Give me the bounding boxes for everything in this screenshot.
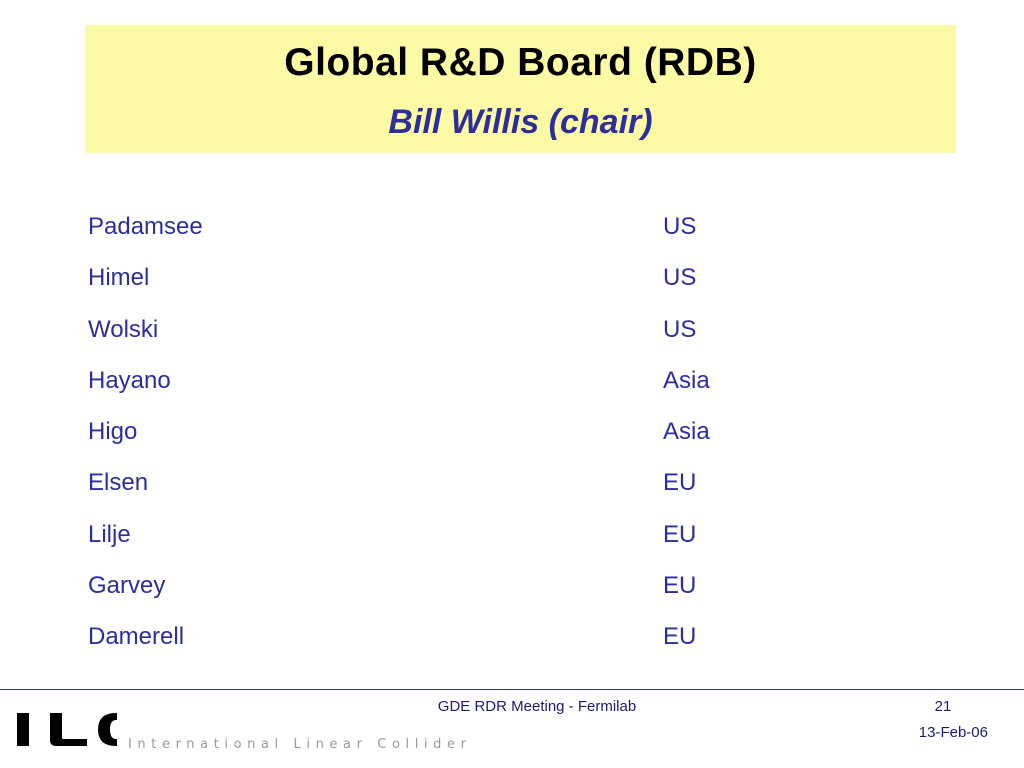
tagline-word: Linear <box>293 737 368 752</box>
member-row: Hayano Asia <box>88 359 888 410</box>
member-region: EU <box>663 469 697 497</box>
member-row: Padamsee US <box>88 205 888 256</box>
member-name: Wolski <box>88 315 159 343</box>
member-name: Himel <box>88 264 150 292</box>
member-list: Padamsee US Himel US Wolski US Hayano As… <box>88 205 888 667</box>
member-row: Himel US <box>88 256 888 307</box>
member-row: Garvey EU <box>88 564 888 615</box>
ilc-logo-icon <box>17 713 117 746</box>
member-name: Hayano <box>88 366 171 394</box>
member-row: Higo Asia <box>88 410 888 461</box>
member-region: EU <box>663 520 697 548</box>
member-region: US <box>663 315 697 343</box>
member-row: Elsen EU <box>88 461 888 512</box>
member-region: EU <box>663 572 697 600</box>
member-region: Asia <box>663 366 710 394</box>
slide-title: Global R&D Board (RDB) <box>284 41 757 84</box>
member-name: Garvey <box>88 572 166 600</box>
member-region: EU <box>663 623 697 651</box>
member-name: Damerell <box>88 623 185 651</box>
member-name: Padamsee <box>88 213 203 240</box>
member-row: Wolski US <box>88 308 888 359</box>
slide-subtitle: Bill Willis (chair) <box>388 103 653 141</box>
tagline-word: International <box>128 737 284 752</box>
member-region: Asia <box>663 418 710 446</box>
member-row: Lilje EU <box>88 513 888 564</box>
ilc-tagline: International Linear Collider <box>128 738 472 752</box>
member-region: US <box>663 213 697 240</box>
title-banner: Global R&D Board (RDB) Bill Willis (chai… <box>85 25 956 153</box>
footer-date: 13-Feb-06 <box>918 724 988 741</box>
page-number: 21 <box>934 698 952 715</box>
member-region: US <box>663 264 697 292</box>
member-row: Damerell EU <box>88 615 888 666</box>
footer-meeting-text: GDE RDR Meeting - Fermilab <box>437 698 637 715</box>
member-name: Higo <box>88 418 138 446</box>
member-name: Lilje <box>88 520 131 548</box>
member-name: Elsen <box>88 469 149 497</box>
tagline-word: Collider <box>377 737 472 752</box>
footer-divider <box>0 689 1024 690</box>
